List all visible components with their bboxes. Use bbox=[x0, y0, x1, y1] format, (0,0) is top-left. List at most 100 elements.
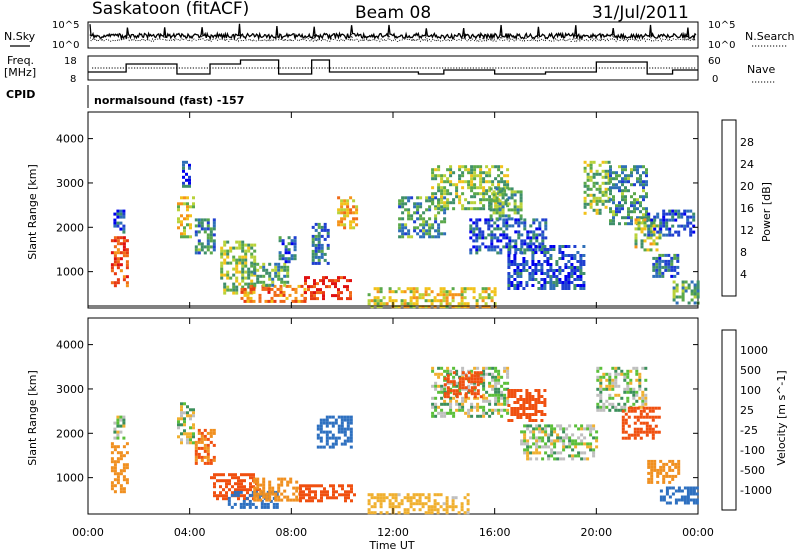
range-cell bbox=[305, 484, 308, 488]
range-cell bbox=[449, 405, 453, 409]
range-cell bbox=[245, 496, 249, 500]
range-cell bbox=[317, 240, 321, 244]
range-cell bbox=[200, 242, 204, 246]
range-cell bbox=[186, 217, 189, 221]
range-cell bbox=[235, 240, 239, 244]
range-cell bbox=[595, 208, 599, 212]
range-cell bbox=[522, 413, 526, 416]
range-cell bbox=[373, 496, 377, 500]
range-cell bbox=[601, 202, 605, 206]
range-cell bbox=[639, 195, 642, 199]
range-cell bbox=[487, 296, 491, 300]
range-cell bbox=[410, 235, 414, 239]
range-cell bbox=[185, 184, 188, 188]
range-cell bbox=[253, 273, 257, 277]
range-cell bbox=[116, 257, 120, 261]
range-cell bbox=[295, 489, 299, 493]
range-cell bbox=[544, 427, 548, 431]
range-cell bbox=[436, 502, 440, 506]
range-cell bbox=[122, 212, 126, 216]
range-cell bbox=[428, 196, 432, 200]
range-cell bbox=[110, 239, 114, 243]
range-cell bbox=[346, 205, 350, 209]
range-cell bbox=[636, 433, 640, 437]
range-cell bbox=[434, 405, 438, 409]
range-cell bbox=[618, 201, 621, 205]
range-cell bbox=[424, 502, 428, 506]
scatter-region bbox=[443, 371, 483, 399]
range-cell bbox=[328, 430, 332, 434]
range-cell bbox=[523, 424, 527, 428]
range-cell bbox=[523, 430, 527, 434]
range-cell bbox=[627, 406, 631, 410]
range-cell bbox=[510, 395, 514, 398]
range-cell bbox=[513, 245, 517, 248]
range-cell bbox=[300, 284, 304, 288]
range-cell bbox=[232, 288, 236, 292]
range-cell bbox=[434, 205, 438, 209]
range-cell bbox=[608, 372, 612, 376]
range-cell bbox=[320, 225, 324, 229]
noise-panel bbox=[87, 21, 699, 49]
range-cell bbox=[526, 439, 530, 443]
range-cell bbox=[110, 481, 114, 485]
range-cell bbox=[531, 413, 535, 416]
range-cell bbox=[425, 223, 429, 227]
range-cell bbox=[436, 299, 440, 303]
range-cell bbox=[346, 415, 350, 419]
range-cell bbox=[292, 492, 296, 496]
range-cell bbox=[316, 436, 320, 440]
range-cell bbox=[541, 233, 545, 237]
range-cell bbox=[506, 204, 510, 208]
range-cell bbox=[340, 276, 343, 280]
scatter-region bbox=[253, 262, 290, 287]
range-cell bbox=[579, 257, 583, 260]
range-cell bbox=[612, 186, 615, 190]
range-cell bbox=[212, 224, 216, 228]
range-cell bbox=[614, 381, 618, 385]
range-cell bbox=[647, 224, 651, 228]
range-cell bbox=[506, 180, 510, 184]
range-cell bbox=[443, 411, 447, 415]
range-cell bbox=[427, 499, 431, 503]
range-cell bbox=[323, 252, 327, 256]
range-cell bbox=[449, 390, 453, 394]
range-cell bbox=[286, 280, 290, 284]
range-cell bbox=[596, 366, 600, 370]
range-cell bbox=[626, 384, 630, 388]
range-cell bbox=[125, 281, 129, 285]
range-cell bbox=[434, 396, 438, 400]
range-cell bbox=[260, 499, 264, 503]
range-cell bbox=[609, 180, 612, 184]
range-cell bbox=[241, 279, 245, 283]
range-cell bbox=[620, 396, 624, 400]
range-cell bbox=[238, 270, 242, 274]
range-cell bbox=[320, 246, 324, 250]
range-cell bbox=[636, 171, 639, 175]
range-cell bbox=[203, 251, 207, 255]
range-cell bbox=[279, 290, 283, 294]
range-cell bbox=[696, 295, 700, 299]
range-cell bbox=[307, 288, 310, 292]
range-cell bbox=[659, 221, 663, 225]
range-cell bbox=[571, 442, 575, 446]
range-cell bbox=[212, 455, 216, 459]
range-cell bbox=[192, 196, 195, 200]
range-cell bbox=[547, 439, 551, 443]
range-cell bbox=[446, 198, 450, 202]
range-cell bbox=[534, 407, 538, 410]
range-cell bbox=[314, 252, 318, 256]
range-cell bbox=[182, 166, 185, 170]
range-cell bbox=[633, 409, 637, 413]
range-cell bbox=[265, 498, 269, 502]
range-cell bbox=[206, 239, 210, 243]
range-cell bbox=[526, 457, 530, 461]
range-cell bbox=[276, 293, 280, 297]
range-cell bbox=[216, 473, 219, 477]
range-cell bbox=[186, 205, 189, 209]
range-cell bbox=[473, 366, 477, 370]
freq-unit: [MHz] bbox=[4, 66, 36, 79]
range-cell bbox=[484, 305, 488, 309]
range-cell bbox=[482, 399, 486, 403]
range-cell bbox=[189, 408, 192, 412]
